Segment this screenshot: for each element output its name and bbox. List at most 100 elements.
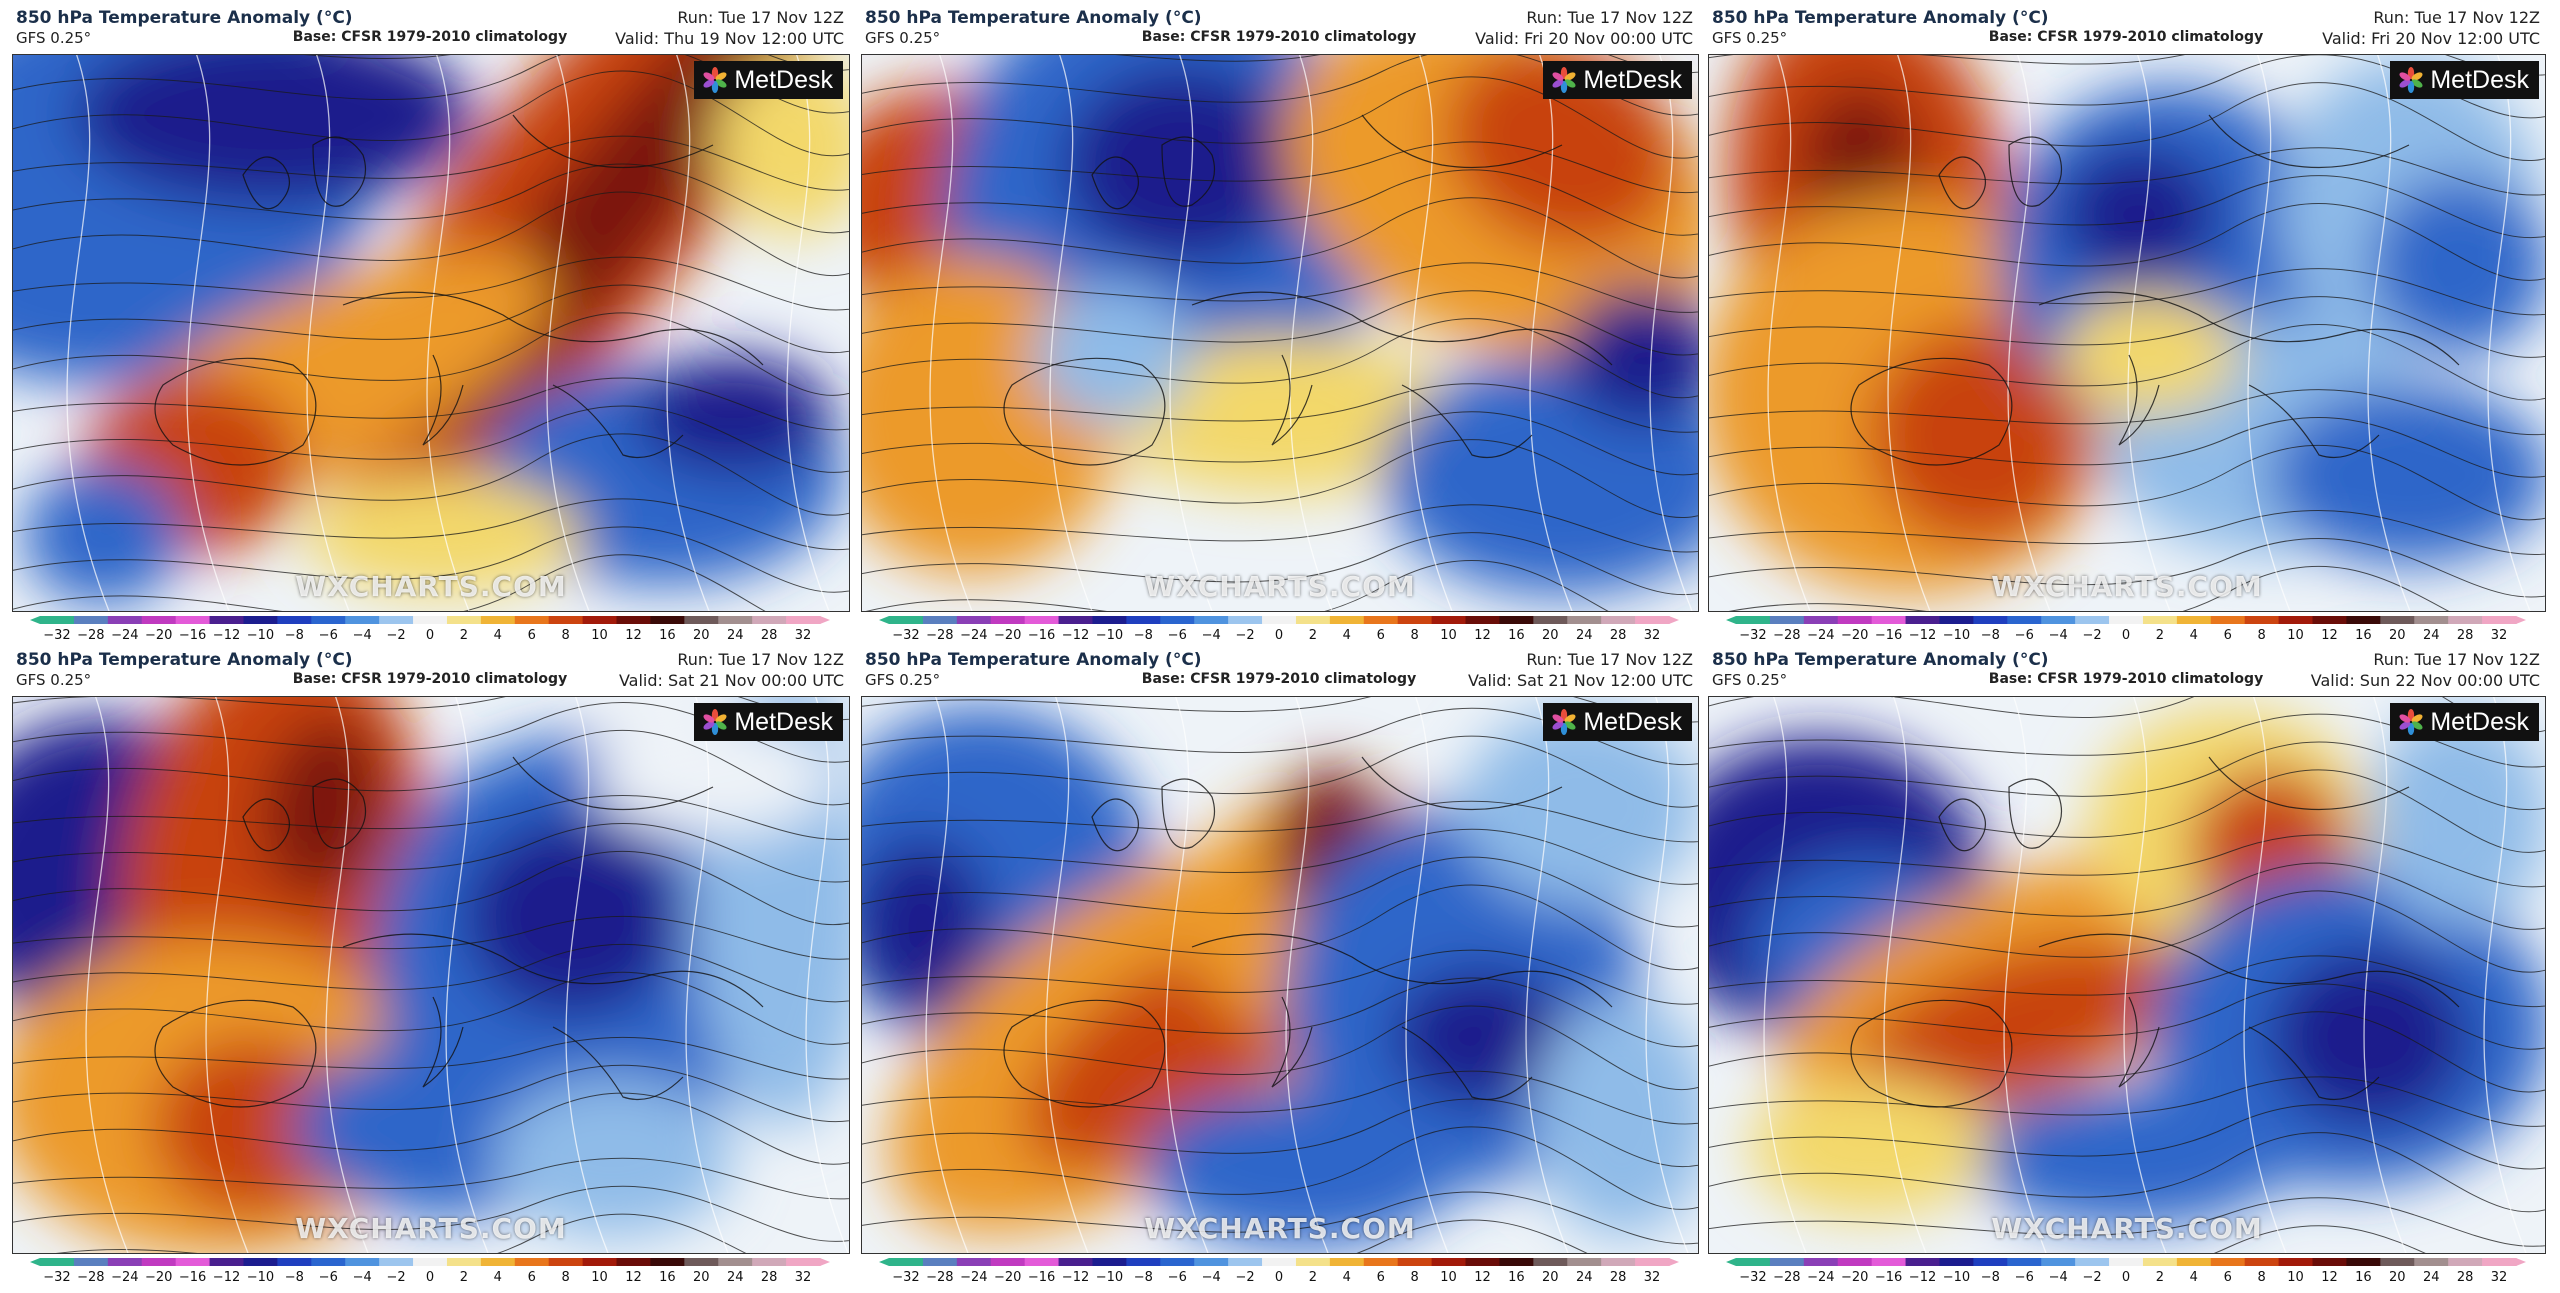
colorbar-swatch bbox=[1194, 616, 1229, 624]
colorbar-tick-label: −16 bbox=[179, 1270, 206, 1285]
colorbar-tick-label: 28 bbox=[1610, 628, 1627, 643]
colorbar-swatch bbox=[1803, 616, 1839, 624]
colorbar-tick-label: 6 bbox=[528, 1270, 536, 1285]
colorbar-tick-label: −20 bbox=[994, 1270, 1021, 1285]
colorbar-tick-label: 4 bbox=[1343, 1270, 1351, 1285]
colorbar-swatch bbox=[209, 616, 245, 624]
colorbar-tick-label: 10 bbox=[591, 1270, 608, 1285]
colorbar-swatch bbox=[752, 1258, 787, 1266]
colorbar-arrow-low bbox=[30, 616, 40, 624]
colorbar-swatch bbox=[2176, 1258, 2212, 1266]
colorbar-tick-label: −8 bbox=[1981, 628, 2000, 643]
temperature-anomaly-field bbox=[13, 697, 849, 1253]
colorbar-swatch bbox=[175, 616, 211, 624]
colorbar-swatch bbox=[1228, 616, 1263, 624]
colorbar-tick-label: −2 bbox=[1236, 1270, 1255, 1285]
colorbar-tick-label: −8 bbox=[285, 628, 304, 643]
colorbar-swatch bbox=[1533, 1258, 1568, 1266]
colorbar-tick-label: 6 bbox=[528, 628, 536, 643]
colorbar-swatch bbox=[582, 616, 618, 624]
colorbar-tick-label: 0 bbox=[426, 1270, 434, 1285]
colorbar-tick-label: −6 bbox=[319, 1270, 338, 1285]
colorbar-tick-label: 6 bbox=[1377, 1270, 1385, 1285]
colorbar-tick-label: −32 bbox=[1739, 1270, 1766, 1285]
colorbar-swatch bbox=[277, 616, 312, 624]
coastlines bbox=[1003, 756, 1613, 1108]
colorbar-tick-label: 28 bbox=[761, 628, 778, 643]
colorbar-tick-label: 12 bbox=[1474, 1270, 1491, 1285]
colorbar-tick-label: −20 bbox=[145, 1270, 172, 1285]
colorbar-tick-label: 12 bbox=[625, 1270, 642, 1285]
colorbar-tick-label: −10 bbox=[1096, 628, 1123, 643]
valid-time: Valid: Sat 21 Nov 00:00 UTC bbox=[618, 671, 844, 690]
forecast-panel: 850 hPa Temperature Anomaly (°C) Base: CF… bbox=[12, 8, 850, 646]
colorbar-tick-label: −4 bbox=[353, 628, 372, 643]
colorbar-tick-label: 10 bbox=[1440, 628, 1457, 643]
model-label: GFS 0.25° bbox=[865, 671, 941, 689]
colorbar-swatch bbox=[2346, 616, 2381, 624]
colorbar-tick-label: 32 bbox=[1644, 628, 1661, 643]
colorbar-tick-label: −10 bbox=[1943, 628, 1970, 643]
colorbar-swatch bbox=[2210, 616, 2246, 624]
colorbar-swatch bbox=[1431, 616, 1467, 624]
map-canvas bbox=[862, 697, 1698, 1253]
colorbar-tick-label: 0 bbox=[1275, 1270, 1283, 1285]
colorbar-swatch bbox=[582, 1258, 618, 1266]
colorbar-tick-label: −20 bbox=[994, 628, 1021, 643]
colorbar-swatch bbox=[1295, 616, 1331, 624]
colorbar-tick-label: −28 bbox=[77, 1270, 104, 1285]
colorbar-tick-label: 0 bbox=[2122, 628, 2130, 643]
colorbar-tick-label: 4 bbox=[1343, 628, 1351, 643]
colorbar-swatch bbox=[2109, 1258, 2144, 1266]
isobar-lines bbox=[13, 697, 849, 1253]
colorbar-swatch bbox=[2244, 616, 2280, 624]
colorbar-tick-label: −28 bbox=[926, 1270, 953, 1285]
colorbar-tick-label: −32 bbox=[43, 1270, 70, 1285]
colorbar-swatch bbox=[2007, 616, 2042, 624]
wxcharts-watermark: WXCHARTS.COM bbox=[1991, 1212, 2263, 1245]
colorbar-arrow-high bbox=[1669, 1258, 1679, 1266]
colorbar-swatch bbox=[548, 1258, 584, 1266]
colorbar-tick-label: −6 bbox=[1168, 1270, 1187, 1285]
run-time: Run: Tue 17 Nov 12Z bbox=[2373, 650, 2540, 669]
coastlines bbox=[1850, 114, 2460, 466]
colorbar-swatch bbox=[379, 1258, 414, 1266]
wxcharts-watermark: WXCHARTS.COM bbox=[295, 1212, 567, 1245]
colorbar-canvas: −32 −28 −24 −20 −16 −12 −10 −8 −6 −4 −2 0 2 4 6 8 10 12 16… bbox=[1726, 616, 2526, 643]
colorbar-tick-label: −12 bbox=[213, 628, 240, 643]
colorbar-swatch bbox=[1126, 1258, 1161, 1266]
logo-text: MetDesk bbox=[2430, 707, 2529, 736]
logo-flower-icon bbox=[2399, 709, 2423, 735]
colorbar-tick-label: −28 bbox=[77, 628, 104, 643]
colorbar-swatch bbox=[311, 616, 346, 624]
colorbar-swatch bbox=[1939, 616, 1974, 624]
colorbar-tick-label: −32 bbox=[43, 628, 70, 643]
colorbar-tick-label: −4 bbox=[2049, 628, 2068, 643]
colorbar-swatch bbox=[1533, 616, 1568, 624]
colorbar-tick-label: −32 bbox=[892, 628, 919, 643]
colorbar-canvas: −32 −28 −24 −20 −16 −12 −10 −8 −6 −4 −2 0 2 4 6 8 10 12 16… bbox=[30, 1258, 830, 1285]
colorbar-tick-label: −28 bbox=[926, 628, 953, 643]
colorbar-swatch bbox=[1363, 616, 1399, 624]
colorbar-swatch bbox=[2312, 1258, 2348, 1266]
colorbar-tick-label: 20 bbox=[693, 628, 710, 643]
logo-flower-icon bbox=[1552, 709, 1576, 735]
colorbar-tick-label: 24 bbox=[2423, 628, 2440, 643]
colorbar-swatch bbox=[1262, 1258, 1297, 1266]
colorbar-swatch bbox=[413, 616, 448, 624]
colorbar-swatch bbox=[1905, 616, 1941, 624]
colorbar-tick-label: 6 bbox=[2224, 1270, 2232, 1285]
colorbar-tick-label: −2 bbox=[387, 1270, 406, 1285]
panel-header: 850 hPa Temperature Anomaly (°C) Base: CF… bbox=[12, 8, 848, 52]
metdesk-logo: MetDesk bbox=[2390, 61, 2539, 99]
map-canvas bbox=[1709, 55, 2545, 611]
colorbar-swatch bbox=[1363, 1258, 1399, 1266]
colorbar-swatch bbox=[786, 616, 821, 624]
colorbar-tick-label: 6 bbox=[1377, 628, 1385, 643]
anomaly-map: MetDesk WXCHARTS.COM bbox=[12, 696, 850, 1254]
run-time: Run: Tue 17 Nov 12Z bbox=[677, 8, 844, 27]
panel-header: 850 hPa Temperature Anomaly (°C) Base: CF… bbox=[861, 650, 1697, 694]
colorbar-tick-label: 8 bbox=[562, 628, 570, 643]
colorbar-swatch bbox=[684, 616, 719, 624]
colorbar-swatch bbox=[2041, 1258, 2076, 1266]
